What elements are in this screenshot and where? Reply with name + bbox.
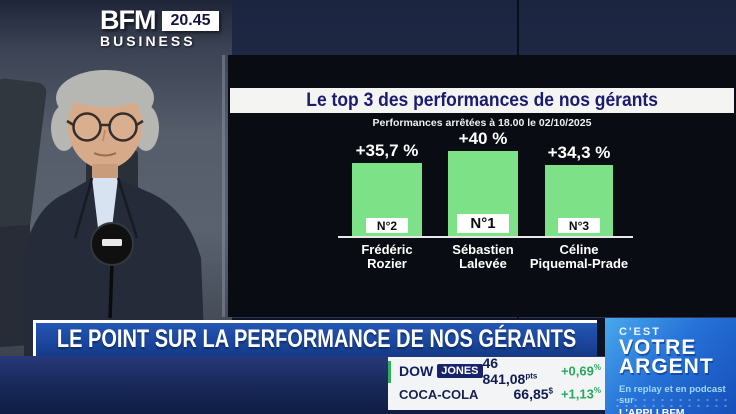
market-up-accent: [388, 361, 391, 383]
instrument-name: DOW JONES: [399, 363, 483, 379]
instrument-name-badge: JONES: [437, 364, 483, 378]
chart-subtitle: Performances arrêtées à 18.00 le 02/10/2…: [372, 117, 592, 129]
manager-name-line: Céline: [559, 242, 599, 257]
app-info: L'APPLI BFM BUSINESS: [619, 407, 685, 414]
replay-info: En replay et en podcast sur: [619, 384, 726, 406]
bar-value-label: +34,3 %: [547, 143, 611, 162]
market-row: COCA-COLA 66,85$ +1,13%: [399, 384, 601, 404]
instrument-change: +0,69%: [555, 363, 601, 379]
chart-panel: Le top 3 des performances de nos gérants…: [228, 55, 736, 317]
bar-value-label: +35,7 %: [355, 141, 419, 160]
market-ticker: DOW JONES 46 841,08pts +0,69% COCA-COLA …: [388, 355, 607, 410]
channel-logo-text: BFM: [100, 5, 156, 35]
instrument-change-unit: %: [593, 363, 601, 373]
headline-banner: LE POINT SUR LA PERFORMANCE DE NOS GÉRAN…: [33, 320, 597, 356]
chart-baseline: [338, 236, 633, 238]
chart-title: Le top 3 des performances de nos gérants: [306, 89, 658, 111]
instrument-change-number: +0,69: [560, 363, 594, 379]
instrument-name: COCA-COLA: [399, 387, 478, 402]
rank-badge: N°3: [558, 218, 600, 233]
instrument-name-text: COCA-COLA: [399, 386, 479, 402]
market-row: DOW JONES 46 841,08pts +0,69%: [399, 355, 601, 387]
manager-name-line: Rozier: [367, 256, 407, 271]
program-title-line: VOTRE: [619, 336, 697, 359]
instrument-change: +1,13%: [553, 386, 601, 401]
channel-logo-subtext: BUSINESS: [100, 33, 196, 49]
manager-name-line: Frédéric: [361, 242, 413, 257]
headline-text: LE POINT SUR LA PERFORMANCE DE NOS GÉRAN…: [56, 325, 577, 353]
manager-name-line: Lalevée: [459, 256, 507, 271]
manager-name: Sébastien Lalevée: [421, 243, 545, 271]
chart-title-band: Le top 3 des performances de nos gérants: [230, 88, 734, 113]
panel-edge-highlight: [222, 55, 225, 317]
instrument-change-unit: %: [593, 386, 601, 396]
instrument-value-number: 66,85: [513, 386, 549, 402]
instrument-name-text: DOW: [399, 363, 434, 379]
rank-badge: N°1: [457, 214, 509, 233]
instrument-value: 66,85$: [514, 386, 554, 402]
program-kicker: C'EST: [619, 326, 661, 338]
program-panel: C'EST VOTRE ARGENT En replay et en podca…: [605, 318, 736, 414]
manager-name: Frédéric Rozier: [325, 243, 449, 271]
bar-value-label: +40 %: [458, 129, 508, 148]
manager-name: Céline Piquemal-Prade: [517, 243, 641, 271]
instrument-change-number: +1,13: [560, 386, 594, 402]
manager-name-line: Piquemal-Prade: [529, 256, 629, 271]
instrument-value: 46 841,08pts: [483, 355, 555, 387]
instrument-value-unit: pts: [525, 371, 538, 381]
program-title-line: ARGENT: [619, 355, 714, 378]
clock: 20.45: [162, 10, 219, 31]
instrument-value-number: 46 841,08: [482, 355, 526, 387]
instrument-value-unit: $: [548, 386, 553, 396]
channel-logo: BFM 20.45 BUSINESS: [100, 5, 219, 49]
manager-name-line: Sébastien: [452, 242, 514, 257]
rank-badge: N°2: [366, 218, 408, 233]
